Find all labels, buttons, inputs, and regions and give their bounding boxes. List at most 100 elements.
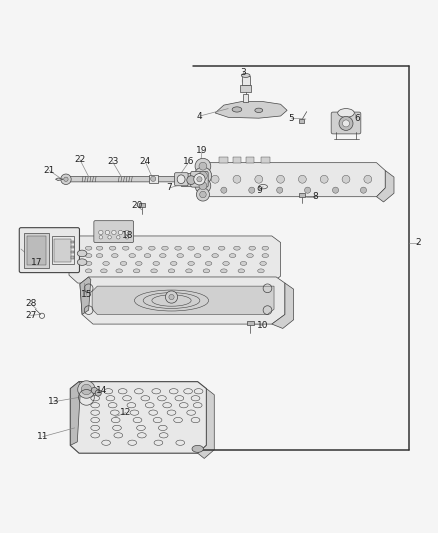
Ellipse shape [85, 246, 92, 250]
Circle shape [60, 174, 71, 184]
Circle shape [342, 120, 349, 127]
Circle shape [248, 187, 254, 193]
Circle shape [198, 182, 206, 190]
Ellipse shape [79, 260, 85, 264]
Bar [243, 94, 248, 102]
Ellipse shape [185, 269, 192, 273]
Bar [299, 119, 303, 123]
Circle shape [165, 291, 177, 303]
Bar [24, 233, 49, 268]
Ellipse shape [144, 254, 150, 257]
Circle shape [198, 172, 207, 180]
Circle shape [194, 178, 210, 193]
Text: 28: 28 [25, 299, 36, 308]
Bar [71, 241, 74, 243]
Ellipse shape [133, 269, 140, 273]
Circle shape [99, 230, 103, 235]
Circle shape [276, 175, 284, 183]
Ellipse shape [187, 246, 194, 250]
Ellipse shape [96, 246, 102, 250]
Ellipse shape [161, 246, 168, 250]
Circle shape [198, 162, 206, 170]
Text: 7: 7 [166, 183, 172, 192]
Circle shape [99, 236, 102, 239]
Bar [71, 251, 74, 253]
Ellipse shape [261, 246, 268, 250]
Ellipse shape [257, 269, 264, 273]
Bar [27, 236, 46, 265]
Circle shape [64, 177, 68, 181]
Bar [240, 85, 251, 92]
Polygon shape [215, 102, 286, 118]
Ellipse shape [150, 269, 157, 273]
Circle shape [125, 236, 128, 239]
Ellipse shape [79, 252, 85, 255]
Polygon shape [92, 286, 273, 314]
Polygon shape [376, 171, 393, 202]
Text: 24: 24 [139, 157, 151, 166]
Text: 3: 3 [240, 68, 246, 77]
Circle shape [150, 176, 155, 181]
Circle shape [341, 175, 349, 183]
Ellipse shape [232, 107, 241, 112]
Text: 9: 9 [255, 185, 261, 195]
FancyBboxPatch shape [94, 221, 133, 243]
Polygon shape [70, 382, 206, 453]
Bar [232, 157, 241, 163]
Text: 15: 15 [81, 290, 92, 300]
Text: 12: 12 [120, 408, 131, 417]
Bar [219, 157, 228, 163]
Ellipse shape [205, 262, 212, 265]
Ellipse shape [212, 254, 218, 257]
Ellipse shape [174, 246, 181, 250]
Bar [71, 256, 74, 259]
FancyBboxPatch shape [330, 112, 360, 134]
Circle shape [112, 230, 116, 235]
Polygon shape [70, 382, 81, 446]
Circle shape [304, 187, 310, 193]
Text: 20: 20 [131, 201, 142, 210]
Text: 16: 16 [183, 157, 194, 166]
Text: 14: 14 [96, 386, 107, 395]
Polygon shape [197, 389, 214, 458]
Ellipse shape [168, 269, 174, 273]
Bar [245, 157, 254, 163]
FancyBboxPatch shape [19, 228, 79, 272]
Circle shape [194, 158, 210, 174]
Bar [148, 175, 157, 183]
Text: 19: 19 [196, 147, 207, 156]
Circle shape [124, 230, 129, 235]
Ellipse shape [177, 175, 184, 183]
Ellipse shape [85, 254, 92, 257]
Ellipse shape [77, 259, 87, 265]
Ellipse shape [135, 246, 142, 250]
Ellipse shape [77, 250, 87, 257]
Bar [260, 157, 269, 163]
Circle shape [196, 176, 201, 182]
Ellipse shape [152, 262, 159, 265]
Circle shape [116, 236, 120, 239]
Bar [71, 246, 74, 248]
Bar [53, 239, 71, 262]
Text: 6: 6 [353, 114, 359, 123]
Bar [246, 321, 253, 325]
FancyBboxPatch shape [190, 172, 208, 187]
Circle shape [118, 230, 122, 235]
Ellipse shape [102, 262, 109, 265]
Ellipse shape [148, 246, 155, 250]
Text: 23: 23 [107, 157, 118, 166]
Text: 17: 17 [31, 257, 42, 266]
Ellipse shape [261, 254, 268, 257]
Ellipse shape [233, 246, 240, 250]
Circle shape [220, 187, 226, 193]
Ellipse shape [194, 254, 201, 257]
Text: 13: 13 [48, 397, 60, 406]
Circle shape [194, 167, 211, 184]
Circle shape [105, 230, 110, 235]
Circle shape [320, 175, 327, 183]
Ellipse shape [259, 262, 266, 265]
Text: 4: 4 [197, 111, 202, 120]
Circle shape [338, 116, 352, 131]
Ellipse shape [116, 269, 122, 273]
Polygon shape [62, 176, 184, 182]
